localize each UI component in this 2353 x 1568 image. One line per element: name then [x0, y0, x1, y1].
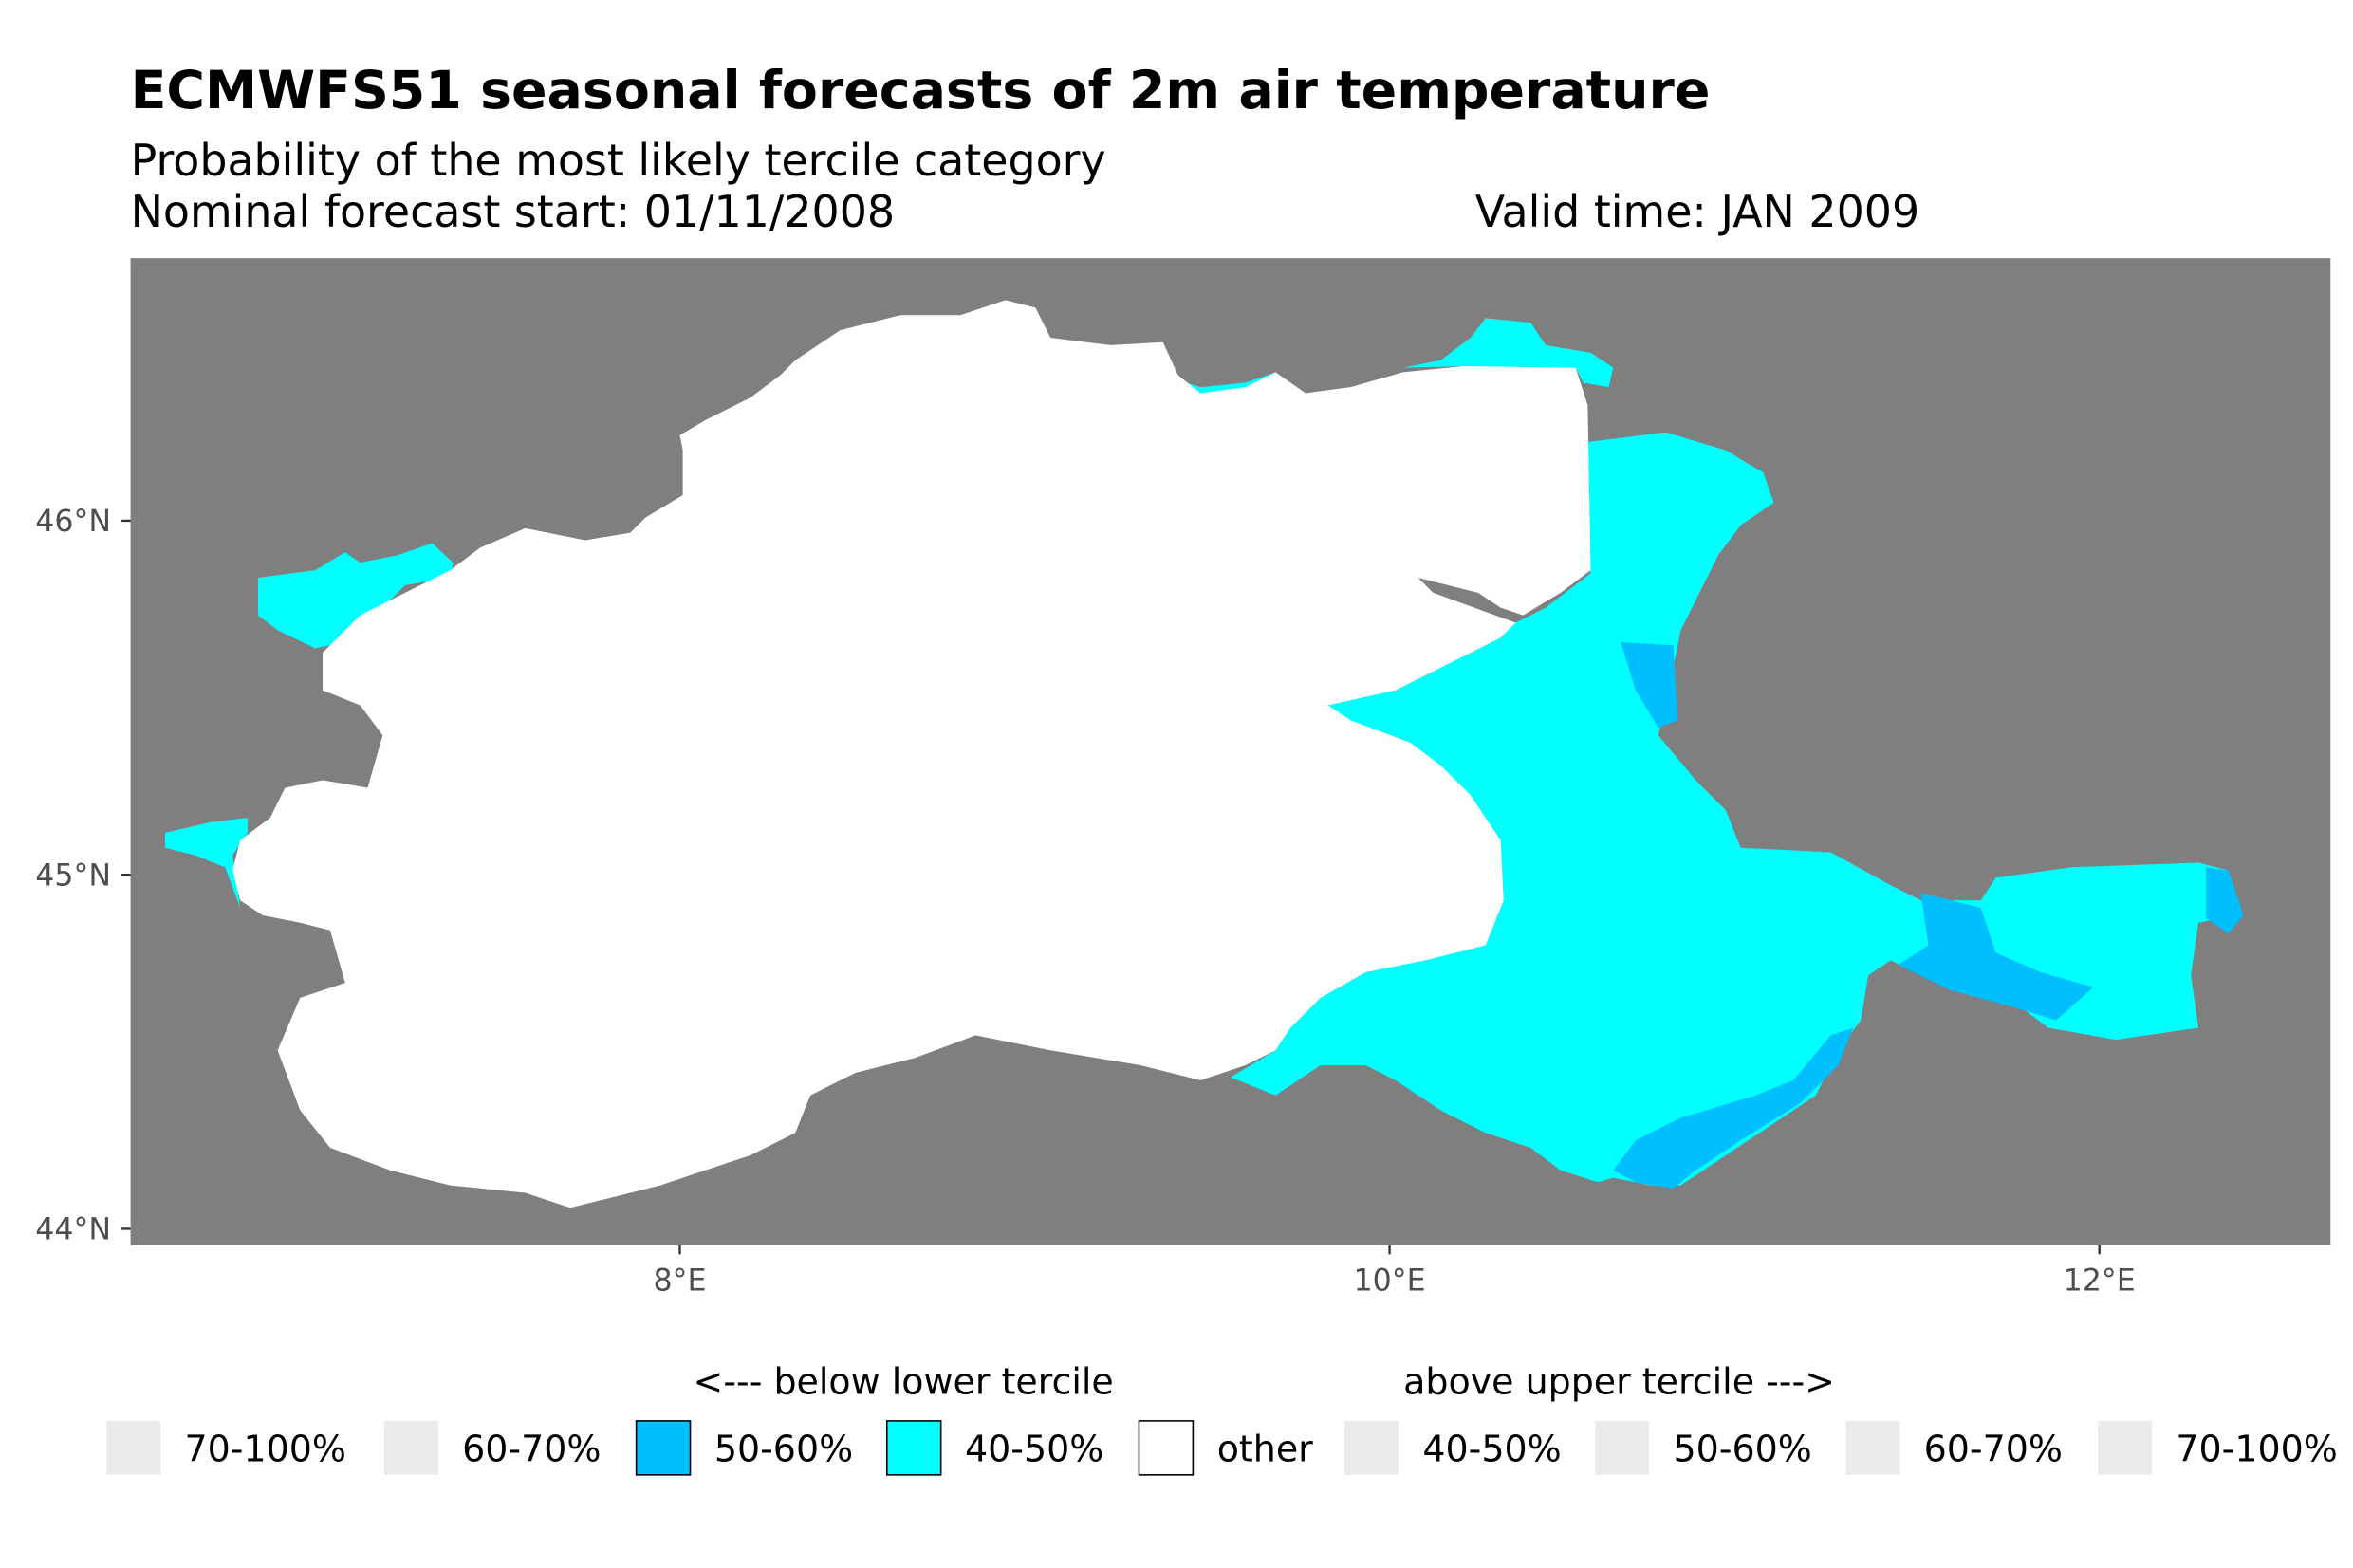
x-axis: [678, 1245, 2101, 1255]
y-tick-label: 44°N: [35, 1213, 111, 1247]
legend-key-swatch: [885, 1420, 942, 1476]
x-tick-label: 12°E: [2064, 1264, 2136, 1298]
region-50-60-below-1: [1621, 642, 1678, 729]
valid-time: Valid time: JAN 2009: [1475, 186, 1919, 237]
legend-key-label: 60-70%: [1924, 1429, 2063, 1470]
y-tick-label: 45°N: [35, 858, 111, 893]
y-axis: [121, 519, 131, 1230]
x-tick-label: 8°E: [654, 1264, 707, 1298]
legend: <--- below lower tercile above upper ter…: [106, 1360, 2338, 1476]
region-other: [232, 300, 1591, 1208]
legend-key-label: 40-50%: [1422, 1429, 1561, 1470]
legend-below-heading: <--- below lower tercile: [694, 1360, 1114, 1402]
region-50-60-below-4: [1613, 1027, 1854, 1189]
x-tick-label: 10°E: [1354, 1264, 1426, 1298]
legend-above-heading: above upper tercile --->: [1403, 1360, 1835, 1402]
legend-key-label: 70-100%: [185, 1429, 346, 1470]
legend-key-swatch: [1845, 1420, 1900, 1475]
legend-key-swatch: [1344, 1420, 1399, 1475]
legend-key-label: 50-60%: [1674, 1429, 1812, 1470]
legend-key-swatch: [106, 1420, 161, 1475]
chart-subtitle: Probability of the most likely tercile c…: [131, 135, 1106, 186]
chart-title: ECMWFS51 seasonal forecasts of 2m air te…: [131, 61, 1711, 121]
legend-key-label: 60-70%: [462, 1429, 601, 1470]
legend-key-swatch: [635, 1420, 692, 1476]
region-40-50-below-nw: [258, 543, 454, 649]
forecast-start: Nominal forecast start: 01/11/2008: [131, 186, 895, 237]
region-40-50-below-w: [164, 818, 248, 908]
region-50-60-below-2: [1898, 893, 2094, 1021]
region-40-50-below-n2: [1402, 318, 1614, 388]
legend-key-label: other: [1217, 1429, 1313, 1470]
legend-key-label: 50-60%: [714, 1429, 853, 1470]
legend-key-swatch: [2098, 1420, 2153, 1475]
legend-key-label: 40-50%: [965, 1429, 1103, 1470]
legend-key-swatch: [1595, 1420, 1650, 1475]
legend-key-swatch: [383, 1420, 438, 1475]
legend-key-swatch: [1138, 1420, 1195, 1476]
legend-key-label: 70-100%: [2176, 1429, 2337, 1470]
y-tick-label: 46°N: [35, 505, 111, 539]
region-50-60-below-3: [2206, 867, 2244, 933]
map-panel: [130, 258, 2331, 1245]
